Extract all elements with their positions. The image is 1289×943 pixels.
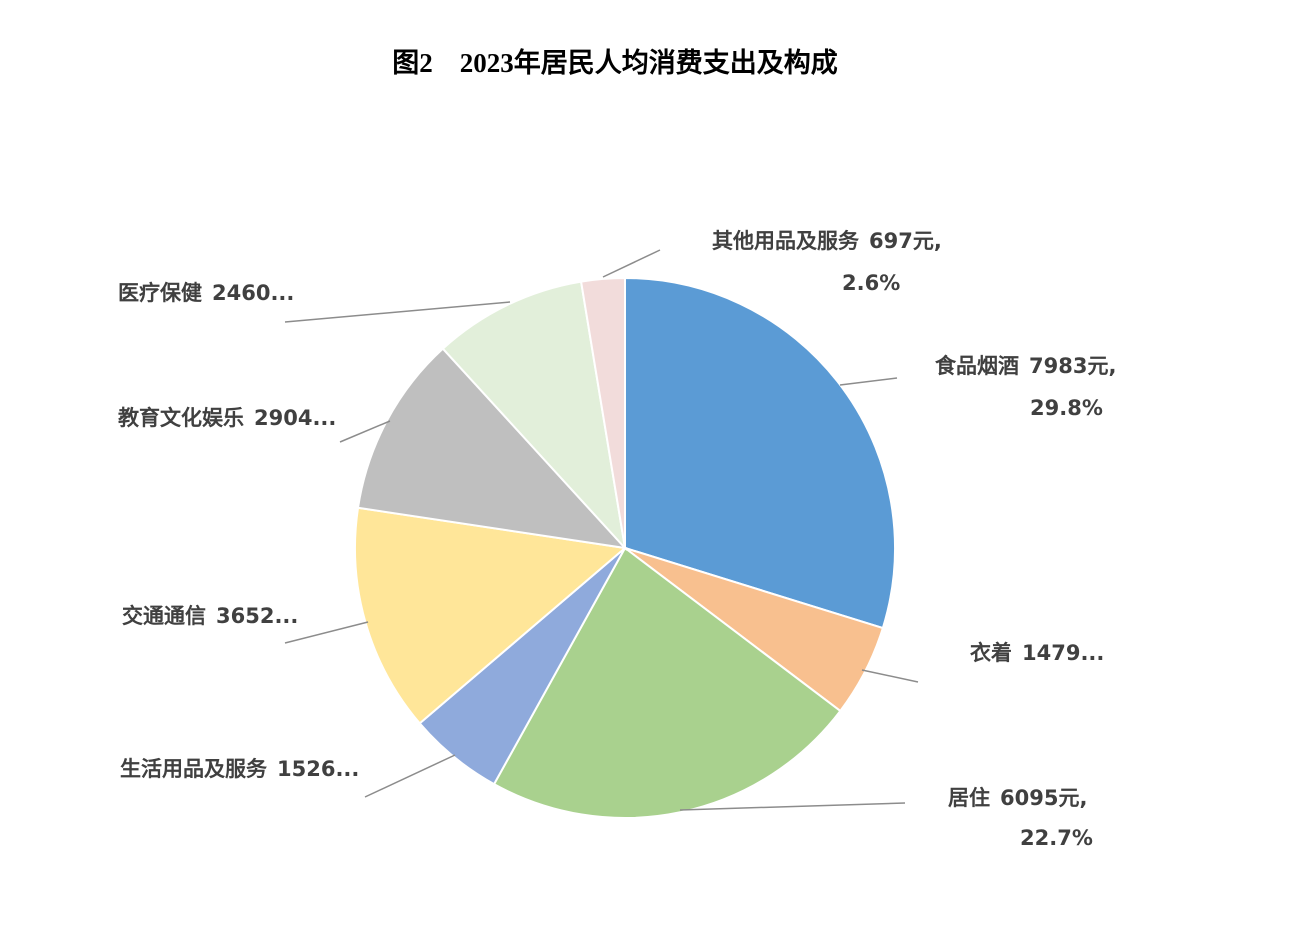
- category-label: 生活用品及服务: [120, 757, 268, 781]
- category-label: 居住: [948, 786, 990, 810]
- value-label: 1479...: [1022, 641, 1104, 665]
- percent-label: 2.6%: [842, 271, 900, 295]
- leader-line: [339, 420, 391, 443]
- category-label: 食品烟酒: [935, 354, 1019, 378]
- data-label: 教育文化娱乐 2904...: [118, 406, 336, 430]
- leader-line: [679, 802, 906, 811]
- leader-line: [839, 377, 898, 386]
- data-label: 衣着 1479...: [970, 641, 1104, 665]
- data-label: 生活用品及服务 1526...: [120, 757, 359, 781]
- value-label: 7983元,: [1029, 354, 1116, 378]
- data-label: 其他用品及服务 697元,: [712, 229, 942, 253]
- value-label: 697元,: [869, 229, 942, 253]
- category-label: 教育文化娱乐: [118, 406, 244, 430]
- category-label: 医疗保健: [118, 281, 202, 305]
- leader-line: [861, 669, 919, 683]
- leader-line: [602, 249, 661, 278]
- leader-line: [364, 754, 456, 798]
- leader-line: [284, 301, 511, 323]
- chart-title: 图2 2023年居民人均消费支出及构成: [392, 47, 838, 78]
- category-label: 交通通信: [122, 604, 206, 628]
- value-label: 1526...: [277, 757, 359, 781]
- pie-slice: [356, 347, 628, 550]
- leader-line: [284, 621, 369, 644]
- value-label: 3652...: [216, 604, 298, 628]
- category-label: 其他用品及服务: [712, 229, 860, 253]
- percent-label: 22.7%: [1020, 826, 1093, 850]
- data-label: 交通通信 3652...: [122, 604, 298, 628]
- value-label: 6095元,: [1000, 786, 1087, 810]
- pie-slice: [441, 280, 627, 552]
- percent-label: 29.8%: [1030, 396, 1103, 420]
- data-label: 居住 6095元,: [948, 786, 1087, 810]
- pie-slice: [492, 546, 842, 819]
- category-label: 衣着: [970, 641, 1012, 665]
- value-label: 2904...: [254, 406, 336, 430]
- pie-slice: [579, 276, 626, 549]
- value-label: 2460...: [212, 281, 294, 305]
- data-label: 医疗保健 2460...: [118, 281, 294, 305]
- data-label: 食品烟酒 7983元,: [935, 354, 1116, 378]
- pie-slice: [624, 276, 896, 630]
